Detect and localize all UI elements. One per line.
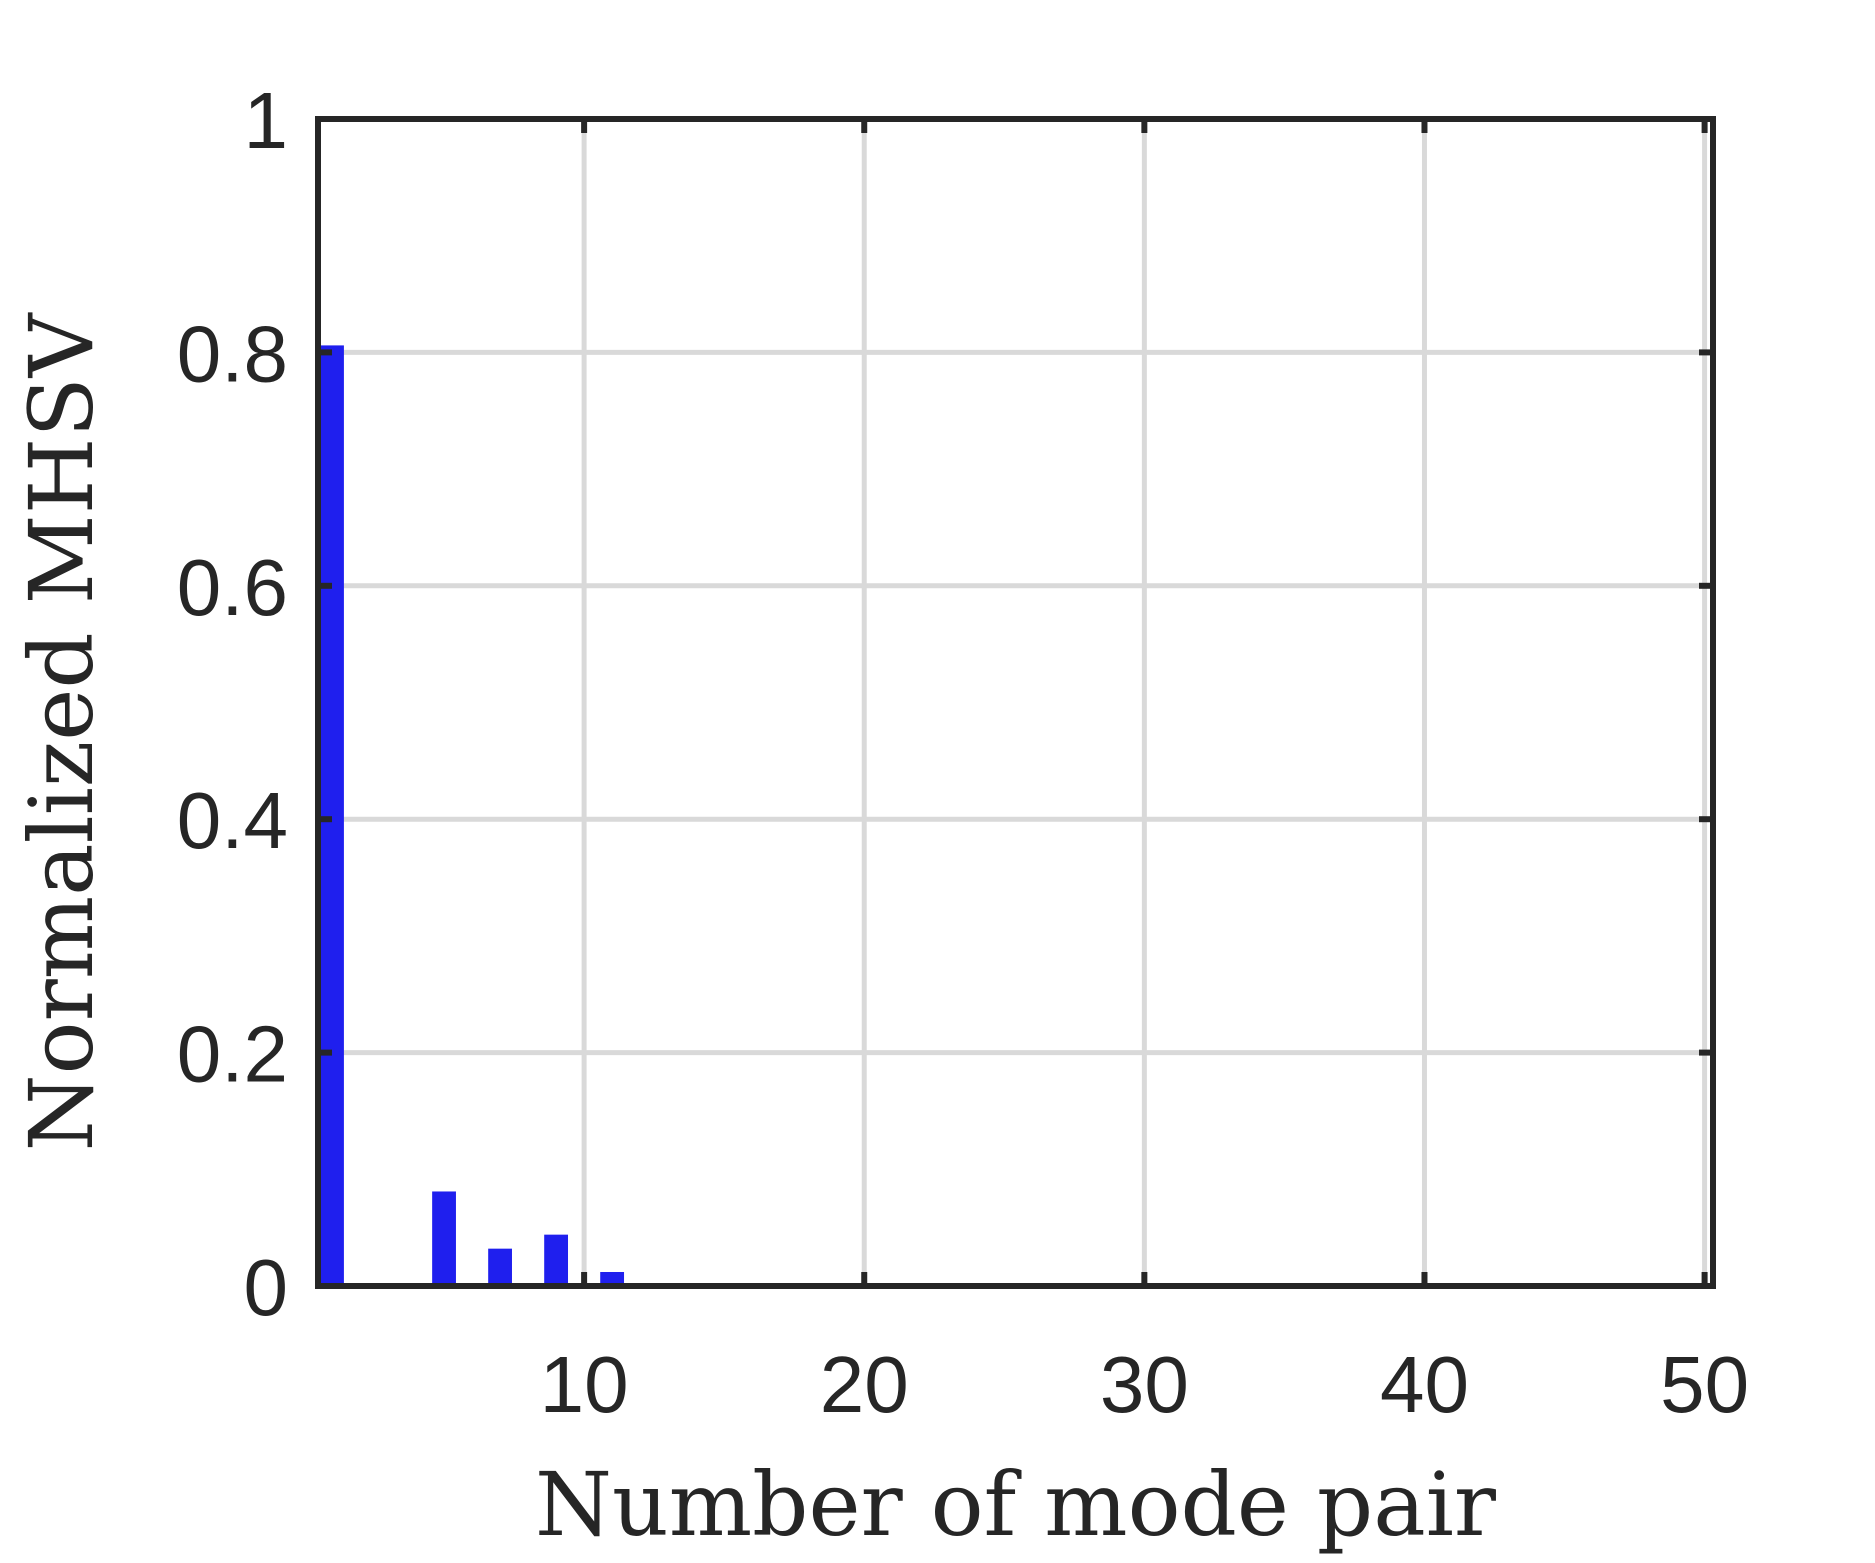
x-tick-label: 50 xyxy=(1660,1340,1749,1429)
y-tick-label: 0.4 xyxy=(177,776,288,865)
y-tick-labels: 0 0.2 0.4 0.6 0.8 1 xyxy=(177,76,288,1332)
bar xyxy=(320,345,344,1286)
y-axis-title: Normalized MHSV xyxy=(10,312,113,1151)
bar xyxy=(600,1271,625,1286)
x-tick-labels: 10 20 30 40 50 xyxy=(540,1340,1749,1429)
y-tick-label: 0.6 xyxy=(177,543,288,632)
plot-area-frame xyxy=(315,116,1716,1289)
x-tick-label: 40 xyxy=(1380,1340,1469,1429)
y-tick-label: 0.2 xyxy=(177,1010,288,1099)
grid-lines xyxy=(318,116,1713,1289)
bar xyxy=(544,1234,569,1286)
y-tick-label: 0.8 xyxy=(177,309,288,398)
x-tick-label: 20 xyxy=(820,1340,909,1429)
bar xyxy=(488,1248,512,1286)
bar xyxy=(432,1191,456,1286)
x-axis-title: Number of mode pair xyxy=(535,1453,1497,1556)
y-tick-label: 1 xyxy=(244,76,289,165)
x-tick-label: 10 xyxy=(540,1340,629,1429)
x-tick-label: 30 xyxy=(1100,1340,1189,1429)
y-tick-label: 0 xyxy=(244,1243,289,1332)
tick-marks xyxy=(318,116,1713,1289)
bars xyxy=(320,345,1045,1286)
